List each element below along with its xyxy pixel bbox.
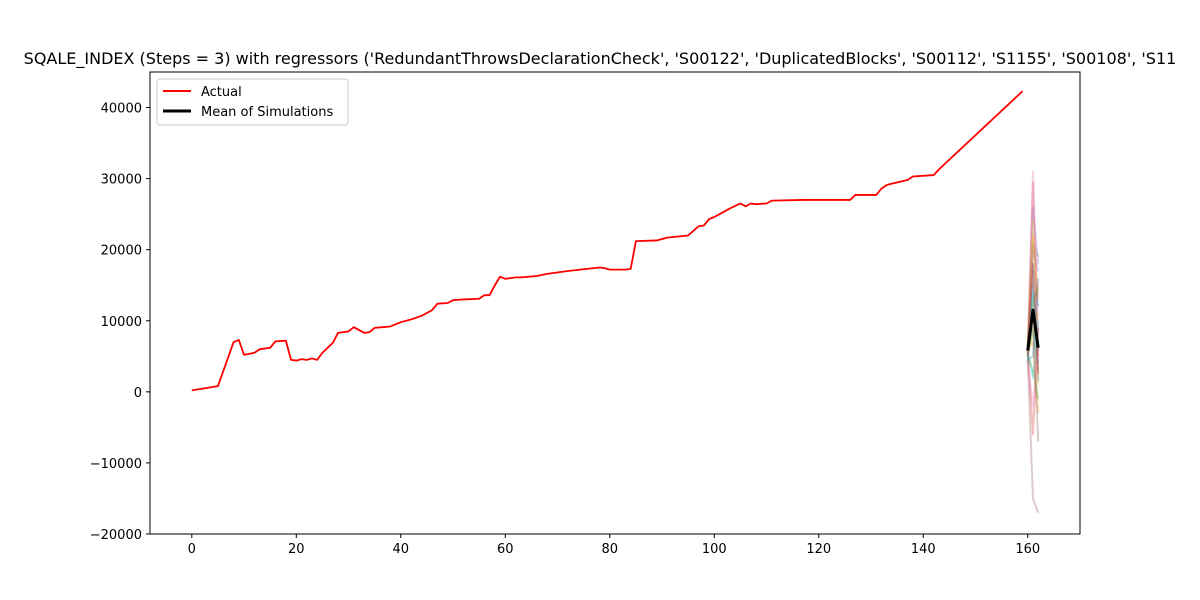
x-tick-label: 20 — [288, 542, 305, 557]
x-tick-label: 120 — [806, 542, 831, 557]
simulation-line — [1026, 241, 1040, 357]
series-line-mean-of-simulations — [1026, 308, 1040, 351]
series-lines — [191, 90, 1040, 392]
plot-frame — [149, 71, 1081, 535]
legend: Actual Mean of Simulations — [156, 78, 349, 126]
y-tick-label: −10000 — [90, 457, 142, 472]
x-tick-label: 60 — [497, 542, 514, 557]
series-line-actual — [191, 90, 1024, 392]
simulation-line — [1026, 234, 1040, 350]
x-axis: 0 20 40 60 80 100 120 140 160 — [188, 534, 1040, 557]
x-tick-label: 160 — [1015, 542, 1040, 557]
y-axis: −20000 −10000 0 10000 20000 30000 40000 — [90, 102, 150, 543]
y-tick-label: 30000 — [101, 173, 142, 188]
x-tick-label: 100 — [702, 542, 727, 557]
y-tick-label: −20000 — [90, 528, 142, 543]
legend-box — [156, 78, 349, 126]
x-tick-label: 0 — [188, 542, 196, 557]
legend-label-mean: Mean of Simulations — [201, 105, 333, 120]
y-tick-label: 20000 — [101, 244, 142, 259]
simulation-line — [1026, 355, 1040, 400]
simulation-line — [1026, 181, 1040, 357]
x-tick-label: 140 — [911, 542, 936, 557]
y-tick-label: 10000 — [101, 315, 142, 330]
y-tick-label: 0 — [134, 386, 142, 401]
simulation-line — [1026, 349, 1040, 408]
x-tick-label: 40 — [393, 542, 410, 557]
chart-title: SQALE_INDEX (Steps = 3) with regressors … — [24, 49, 1177, 69]
simulation-line — [1026, 327, 1040, 436]
simulation-line — [1026, 206, 1040, 353]
simulation-line — [1026, 170, 1040, 350]
legend-label-actual: Actual — [201, 85, 242, 100]
x-tick-label: 80 — [602, 542, 619, 557]
simulation-line — [1027, 278, 1040, 361]
simulation-line — [1026, 248, 1040, 357]
y-tick-label: 40000 — [101, 102, 142, 117]
simulation-line — [1026, 359, 1040, 514]
